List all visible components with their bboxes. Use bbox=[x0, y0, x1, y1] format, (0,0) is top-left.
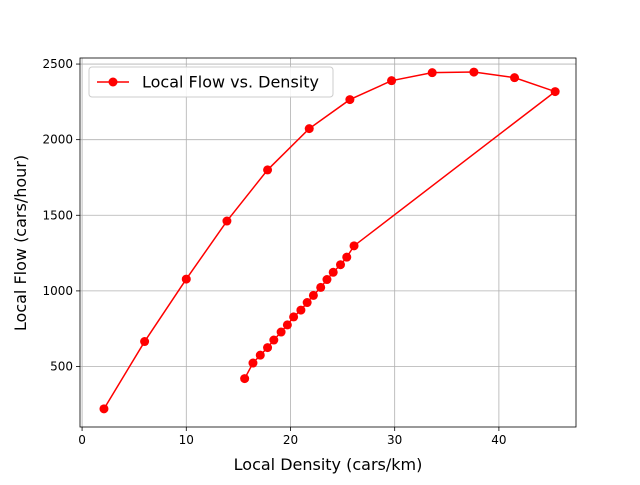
x-tick-label: 20 bbox=[283, 433, 298, 447]
data-point bbox=[387, 76, 397, 86]
y-tick-label: 500 bbox=[50, 360, 73, 374]
data-point bbox=[248, 358, 258, 368]
data-point bbox=[240, 374, 250, 384]
data-point bbox=[296, 305, 306, 315]
data-point bbox=[316, 282, 326, 292]
data-point bbox=[282, 320, 292, 330]
data-point bbox=[510, 73, 520, 83]
legend-label: Local Flow vs. Density bbox=[142, 73, 319, 92]
data-point bbox=[342, 252, 352, 262]
legend: Local Flow vs. Density bbox=[88, 66, 334, 98]
series-line bbox=[103, 71, 557, 410]
data-point bbox=[181, 274, 191, 284]
data-point bbox=[336, 260, 346, 270]
y-tick-label: 1500 bbox=[42, 208, 73, 222]
data-point bbox=[276, 327, 286, 337]
x-tick-label: 10 bbox=[179, 433, 194, 447]
y-tick-label: 2500 bbox=[42, 57, 73, 71]
data-point bbox=[469, 67, 479, 77]
data-point bbox=[222, 216, 232, 226]
data-point bbox=[99, 404, 109, 414]
data-point bbox=[322, 275, 332, 285]
legend-box bbox=[88, 66, 334, 98]
data-point bbox=[308, 290, 318, 300]
y-tick-label: 1000 bbox=[42, 284, 73, 298]
grid-layer bbox=[80, 58, 576, 427]
x-tick-label: 0 bbox=[78, 433, 86, 447]
data-point bbox=[304, 124, 314, 134]
data-point bbox=[263, 165, 273, 175]
y-axis-label: Local Flow (cars/hour) bbox=[11, 155, 30, 331]
x-tick-label: 40 bbox=[491, 433, 506, 447]
data-point bbox=[289, 312, 299, 322]
data-point bbox=[269, 335, 279, 345]
data-point bbox=[263, 343, 273, 353]
series-layer bbox=[99, 67, 560, 414]
data-point bbox=[345, 95, 355, 105]
x-axis-label: Local Density (cars/km) bbox=[234, 455, 423, 474]
data-point bbox=[255, 350, 265, 360]
data-point bbox=[427, 68, 437, 78]
data-point bbox=[328, 267, 338, 277]
data-point bbox=[302, 298, 312, 308]
data-point bbox=[550, 87, 560, 97]
data-point bbox=[349, 241, 359, 251]
x-tick-label: 30 bbox=[387, 433, 402, 447]
axes-layer: 0 10 20 30 40 500 1000 1500 2000 2500 bbox=[42, 57, 577, 447]
legend-marker bbox=[108, 77, 118, 87]
plot-frame bbox=[79, 57, 577, 428]
data-point bbox=[140, 337, 150, 347]
y-tick-label: 2000 bbox=[42, 133, 73, 147]
